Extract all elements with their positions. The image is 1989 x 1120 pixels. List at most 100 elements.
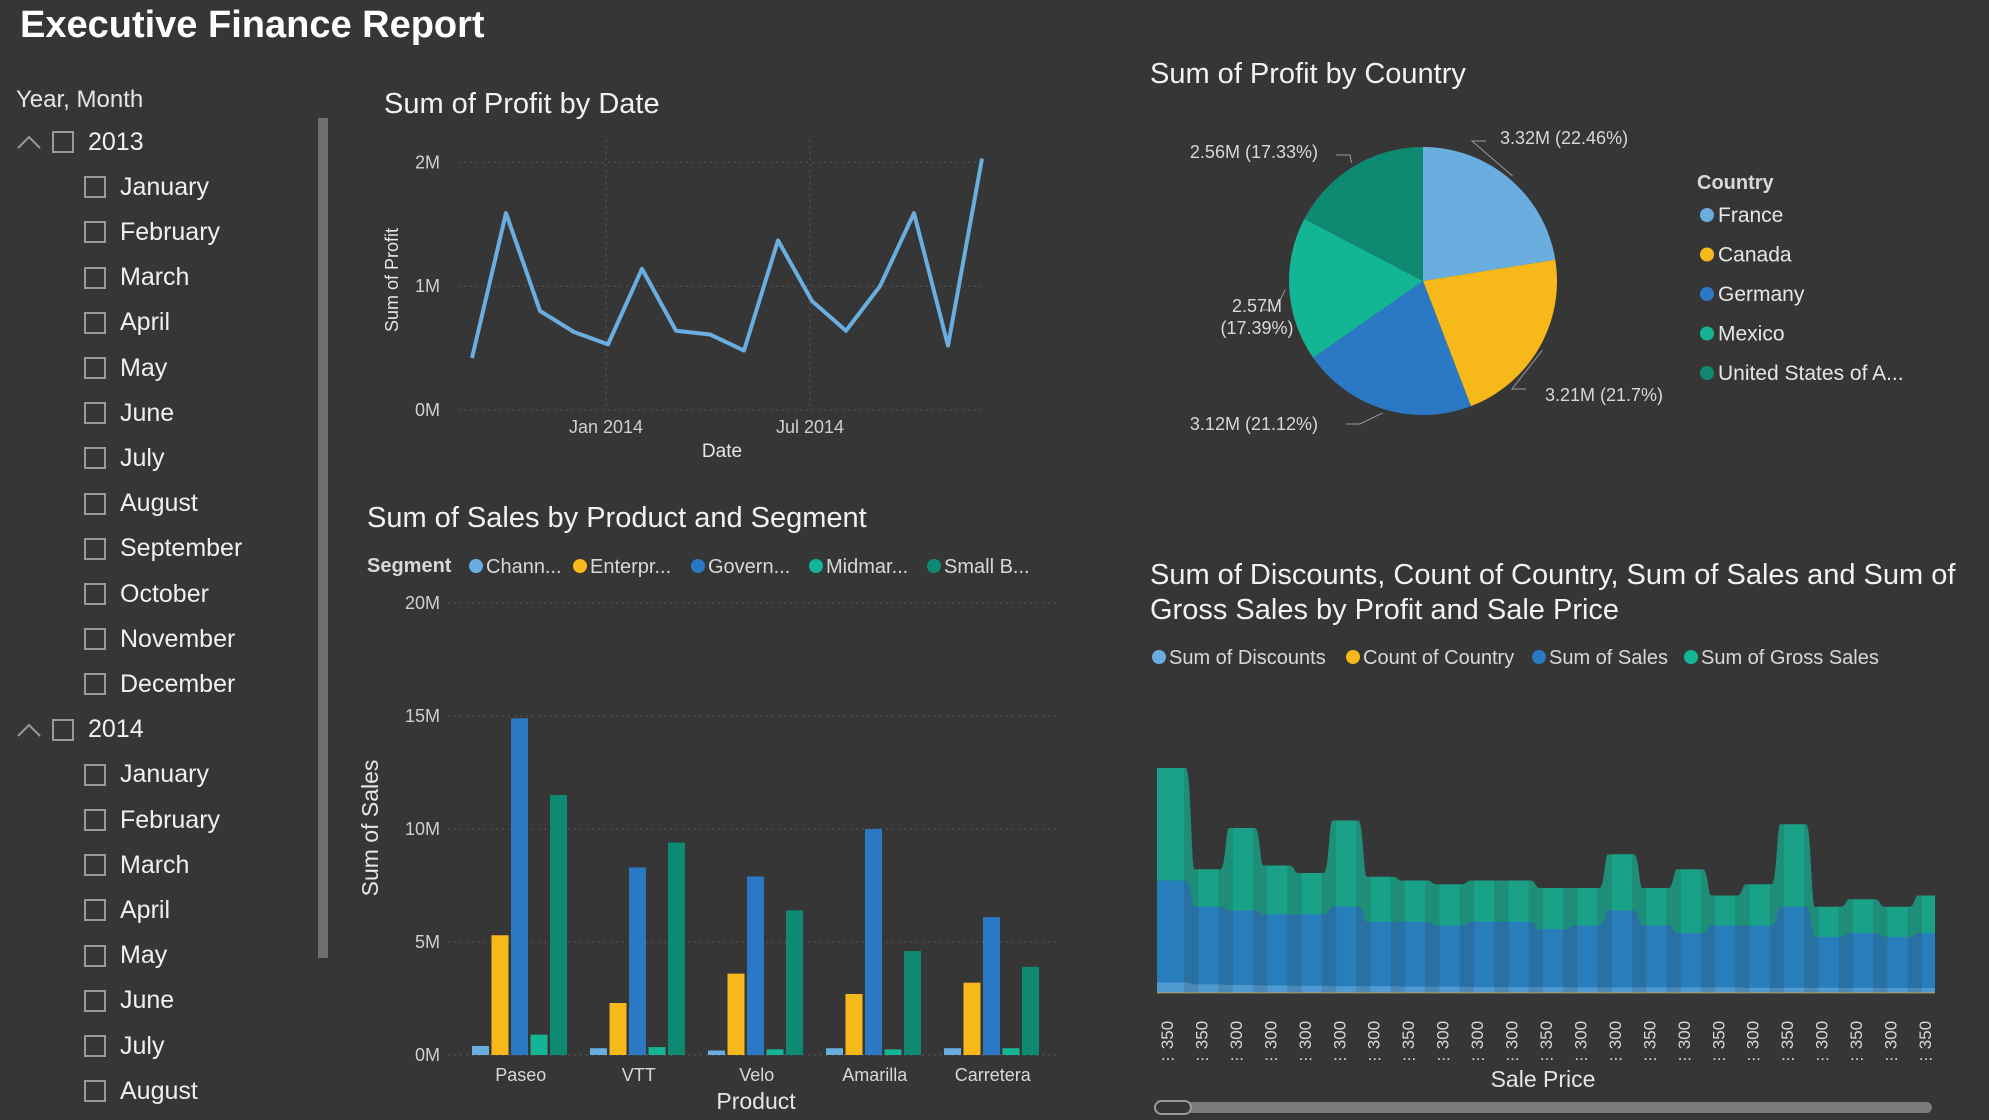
bar-amarilla-4[interactable]	[904, 951, 921, 1055]
slicer-checkbox[interactable]	[84, 899, 106, 922]
discounts-by-price-chart[interactable]: Sum of Discounts Count of Country Sum of S…	[1145, 640, 1945, 1095]
slicer-checkbox[interactable]	[84, 1035, 106, 1057]
slicer-checkbox[interactable]	[84, 628, 106, 651]
slicer-month-item[interactable]: June	[84, 981, 174, 1021]
slicer-month-item[interactable]: February	[84, 800, 220, 840]
legend-marker[interactable]	[1684, 650, 1698, 664]
bar-amarilla-0[interactable]	[826, 1048, 843, 1055]
slicer-checkbox[interactable]	[84, 311, 106, 334]
slicer-checkbox[interactable]	[84, 402, 106, 425]
pie-slice-united-states-of-a[interactable]	[1304, 147, 1423, 281]
slicer-month-item[interactable]: August	[84, 484, 198, 524]
slicer-checkbox[interactable]	[84, 357, 106, 379]
bar-paseo-2[interactable]	[511, 718, 528, 1055]
profit-by-date-chart[interactable]: 0M 1M 2M Jan 2014 Jul 2014 Date Sum of Profit	[370, 130, 1010, 470]
bar-velo-4[interactable]	[786, 910, 803, 1055]
legend-item[interactable]: Midmar...	[826, 556, 908, 578]
slicer-year-2014[interactable]: 2014	[16, 710, 144, 750]
slicer-checkbox[interactable]	[84, 809, 106, 831]
bar-carretera-4[interactable]	[1022, 966, 1039, 1055]
legend-marker[interactable]	[469, 559, 483, 573]
bar-carretera-1[interactable]	[963, 982, 981, 1055]
legend-item[interactable]: Sum of Gross Sales	[1701, 647, 1879, 669]
bar-paseo-3[interactable]	[530, 1034, 548, 1055]
slicer-month-item[interactable]: February	[84, 212, 220, 252]
bar-amarilla-2[interactable]	[865, 829, 882, 1055]
slicer-checkbox[interactable]	[84, 266, 106, 289]
slicer-month-item[interactable]: June	[84, 393, 174, 433]
bar-amarilla-1[interactable]	[845, 993, 863, 1055]
slicer-checkbox[interactable]	[84, 673, 106, 696]
pie-slice-mexico[interactable]	[1289, 218, 1423, 358]
legend-item[interactable]: Small B...	[944, 556, 1030, 578]
legend-marker[interactable]	[691, 559, 705, 573]
slicer-month-item[interactable]: January	[84, 755, 209, 795]
bar-vtt-3[interactable]	[648, 1047, 666, 1055]
bar-paseo-1[interactable]	[491, 935, 509, 1055]
legend-marker[interactable]	[1700, 247, 1714, 262]
bar-vtt-4[interactable]	[668, 842, 685, 1055]
slicer-month-item[interactable]: March	[84, 845, 189, 885]
slicer-month-item[interactable]: October	[84, 574, 209, 614]
collapse-chevron-icon[interactable]	[16, 720, 44, 740]
slicer-checkbox[interactable]	[52, 718, 74, 741]
slicer-month-item[interactable]: April	[84, 890, 170, 930]
slicer-checkbox[interactable]	[84, 763, 106, 786]
slicer-month-item[interactable]: May	[84, 936, 167, 976]
pie-slice-canada[interactable]	[1423, 259, 1557, 407]
legend-marker[interactable]	[927, 559, 941, 573]
legend-item[interactable]: Sum of Discounts	[1169, 647, 1326, 669]
legend-item[interactable]: Mexico	[1718, 323, 1785, 346]
slicer-month-item[interactable]: September	[84, 529, 242, 569]
legend-marker[interactable]	[1700, 287, 1714, 301]
slicer-month-item[interactable]: July	[84, 438, 164, 478]
slicer-checkbox[interactable]	[84, 989, 106, 1012]
profit-line-series[interactable]	[470, 158, 984, 359]
legend-marker[interactable]	[809, 559, 823, 573]
legend-item[interactable]: Germany	[1718, 283, 1805, 306]
slicer-month-item[interactable]: May	[84, 348, 167, 388]
legend-item[interactable]: Sum of Sales	[1549, 647, 1668, 669]
bar-carretera-2[interactable]	[983, 917, 1000, 1055]
area-sum-of-sales[interactable]	[1157, 880, 1944, 994]
legend-marker[interactable]	[1700, 208, 1714, 222]
slicer-checkbox[interactable]	[84, 221, 106, 244]
slicer-checkbox[interactable]	[84, 492, 106, 515]
slicer-checkbox[interactable]	[52, 131, 74, 153]
pie-slice-germany[interactable]	[1313, 281, 1471, 415]
slicer-checkbox[interactable]	[84, 583, 106, 605]
legend-item[interactable]: Chann...	[486, 556, 562, 578]
legend-item[interactable]: Canada	[1718, 244, 1792, 267]
legend-marker[interactable]	[1346, 650, 1360, 664]
chart-horizontal-scrollbar[interactable]	[1154, 1102, 1932, 1113]
pie-slice-france[interactable]	[1423, 147, 1556, 281]
bar-vtt-1[interactable]	[609, 1003, 627, 1055]
bar-velo-1[interactable]	[727, 973, 745, 1055]
bar-velo-0[interactable]	[708, 1050, 725, 1055]
legend-item[interactable]: France	[1718, 204, 1783, 227]
slicer-scrollbar[interactable]	[318, 118, 328, 958]
slicer-checkbox[interactable]	[84, 537, 106, 560]
sales-by-product-chart[interactable]: Segment Chann... Enterpr... Govern... Midmar…	[360, 548, 1060, 1120]
slicer-month-item[interactable]: July	[84, 1026, 164, 1066]
slicer-checkbox[interactable]	[84, 447, 106, 470]
bar-velo-2[interactable]	[747, 876, 764, 1055]
legend-item[interactable]: Govern...	[708, 556, 790, 578]
slicer-month-item[interactable]: November	[84, 619, 235, 659]
profit-by-country-chart[interactable]: 3.32M (22.46%) 3.21M (21.7%) 3.12M (21.12%…	[1150, 110, 1980, 460]
collapse-chevron-icon[interactable]	[16, 132, 44, 152]
legend-marker[interactable]	[1532, 650, 1546, 664]
legend-item[interactable]: Count of Country	[1363, 647, 1514, 669]
bar-vtt-2[interactable]	[629, 867, 646, 1055]
legend-marker[interactable]	[1700, 366, 1714, 380]
slicer-year-2013[interactable]: 2013	[16, 122, 144, 162]
bar-carretera-3[interactable]	[1002, 1048, 1020, 1055]
slicer-month-item[interactable]: March	[84, 258, 189, 298]
area-sum-of-discounts[interactable]	[1157, 982, 1944, 994]
slicer-checkbox[interactable]	[84, 1080, 106, 1103]
bar-carretera-0[interactable]	[944, 1048, 961, 1055]
slicer-month-item[interactable]: December	[84, 664, 235, 704]
slicer-checkbox[interactable]	[84, 854, 106, 877]
legend-item[interactable]: Enterpr...	[590, 556, 671, 578]
slicer-checkbox[interactable]	[84, 176, 106, 199]
